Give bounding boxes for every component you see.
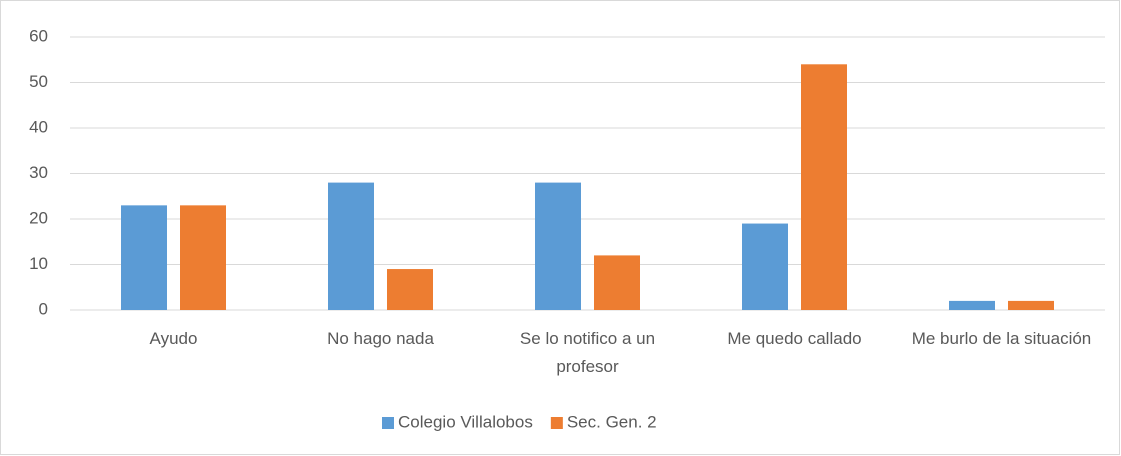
y-tick-label: 0 — [39, 299, 48, 318]
bar — [180, 205, 226, 310]
bar — [742, 223, 788, 310]
x-tick-label: Me quedo callado — [727, 329, 861, 348]
bar — [387, 269, 433, 310]
x-tick-label: Se lo notifico a un profesor — [520, 329, 655, 376]
x-tick-label: Me burlo de la situación — [912, 329, 1092, 348]
bar — [594, 255, 640, 310]
legend-swatch — [550, 417, 563, 429]
x-tick-label: No hago nada — [327, 329, 434, 348]
y-tick-label: 10 — [29, 254, 48, 273]
bar — [535, 182, 581, 310]
y-tick-label: 30 — [29, 163, 48, 182]
y-tick-label: 60 — [29, 26, 48, 45]
bar — [801, 64, 847, 310]
bar — [328, 182, 374, 310]
legend-label: Sec. Gen. 2 — [567, 412, 657, 431]
y-tick-label: 20 — [29, 208, 48, 227]
bar — [1008, 300, 1054, 310]
bar — [949, 300, 995, 310]
legend-label: Colegio Villalobos — [398, 412, 533, 431]
x-tick-label: Ayudo — [150, 329, 198, 348]
y-tick-label: 50 — [29, 72, 48, 91]
legend-swatch — [382, 417, 394, 429]
y-tick-label: 40 — [29, 117, 48, 136]
bar — [121, 205, 167, 310]
